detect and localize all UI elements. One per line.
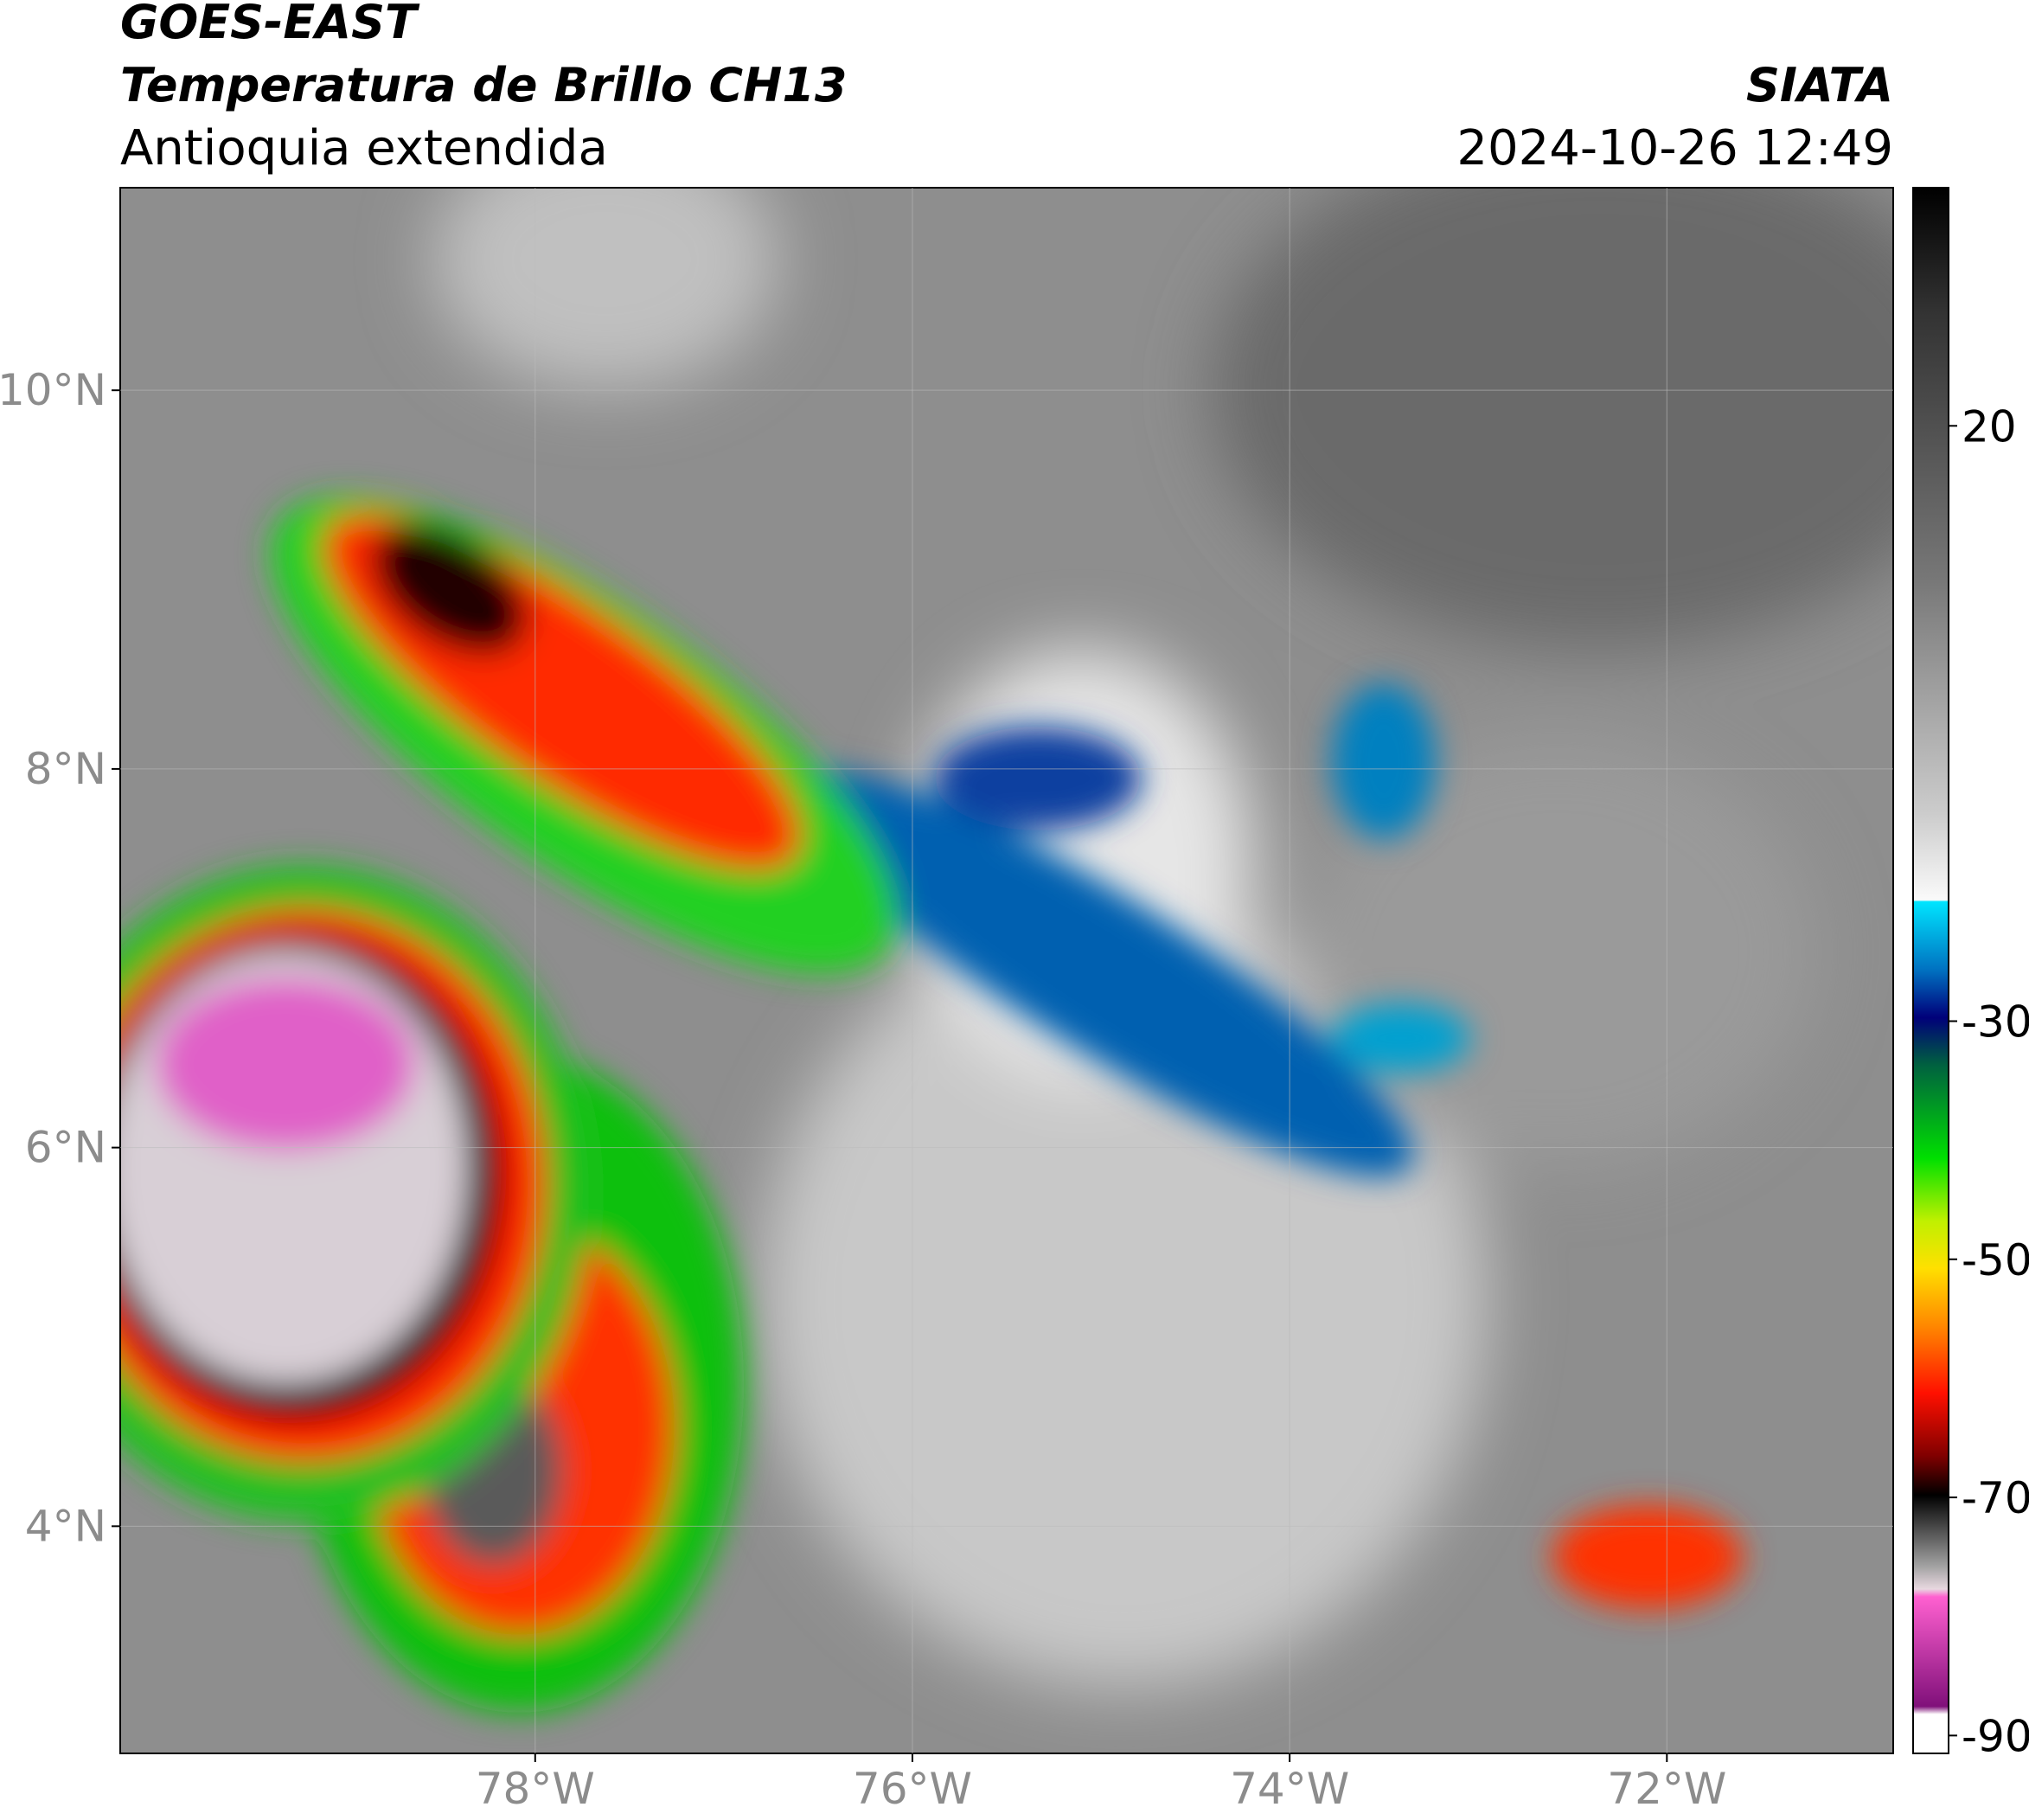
colorbar-tick-label: -30 [1962,997,2029,1047]
colorbar [1912,187,1949,1754]
x-tick-label: 76°W [853,1764,972,1814]
colorbar-tick-label: -70 [1962,1473,2029,1523]
x-tick-label: 74°W [1230,1764,1349,1814]
x-tick-label: 78°W [476,1764,595,1814]
colorbar-tick-label: -50 [1962,1235,2029,1285]
y-tick-label: 8°N [25,744,106,794]
x-tick-label: 72°W [1607,1764,1726,1814]
map-frame [119,187,1894,1754]
region-subtitle: Antioquia extendida [120,120,608,176]
product-title: Temperatura de Brillo CH13 [120,58,848,112]
colorbar-tick-label: 20 [1962,401,2017,452]
satellite-image [120,188,1893,1753]
colorbar-tick-label: -90 [1962,1711,2029,1761]
agency: SIATA [1746,58,1893,112]
satellite-title: GOES-EAST [120,0,420,49]
datetime: 2024-10-26 12:49 [1456,120,1893,176]
y-tick-label: 4°N [25,1501,106,1551]
y-tick-label: 10°N [0,365,106,415]
y-tick-label: 6°N [25,1123,106,1173]
